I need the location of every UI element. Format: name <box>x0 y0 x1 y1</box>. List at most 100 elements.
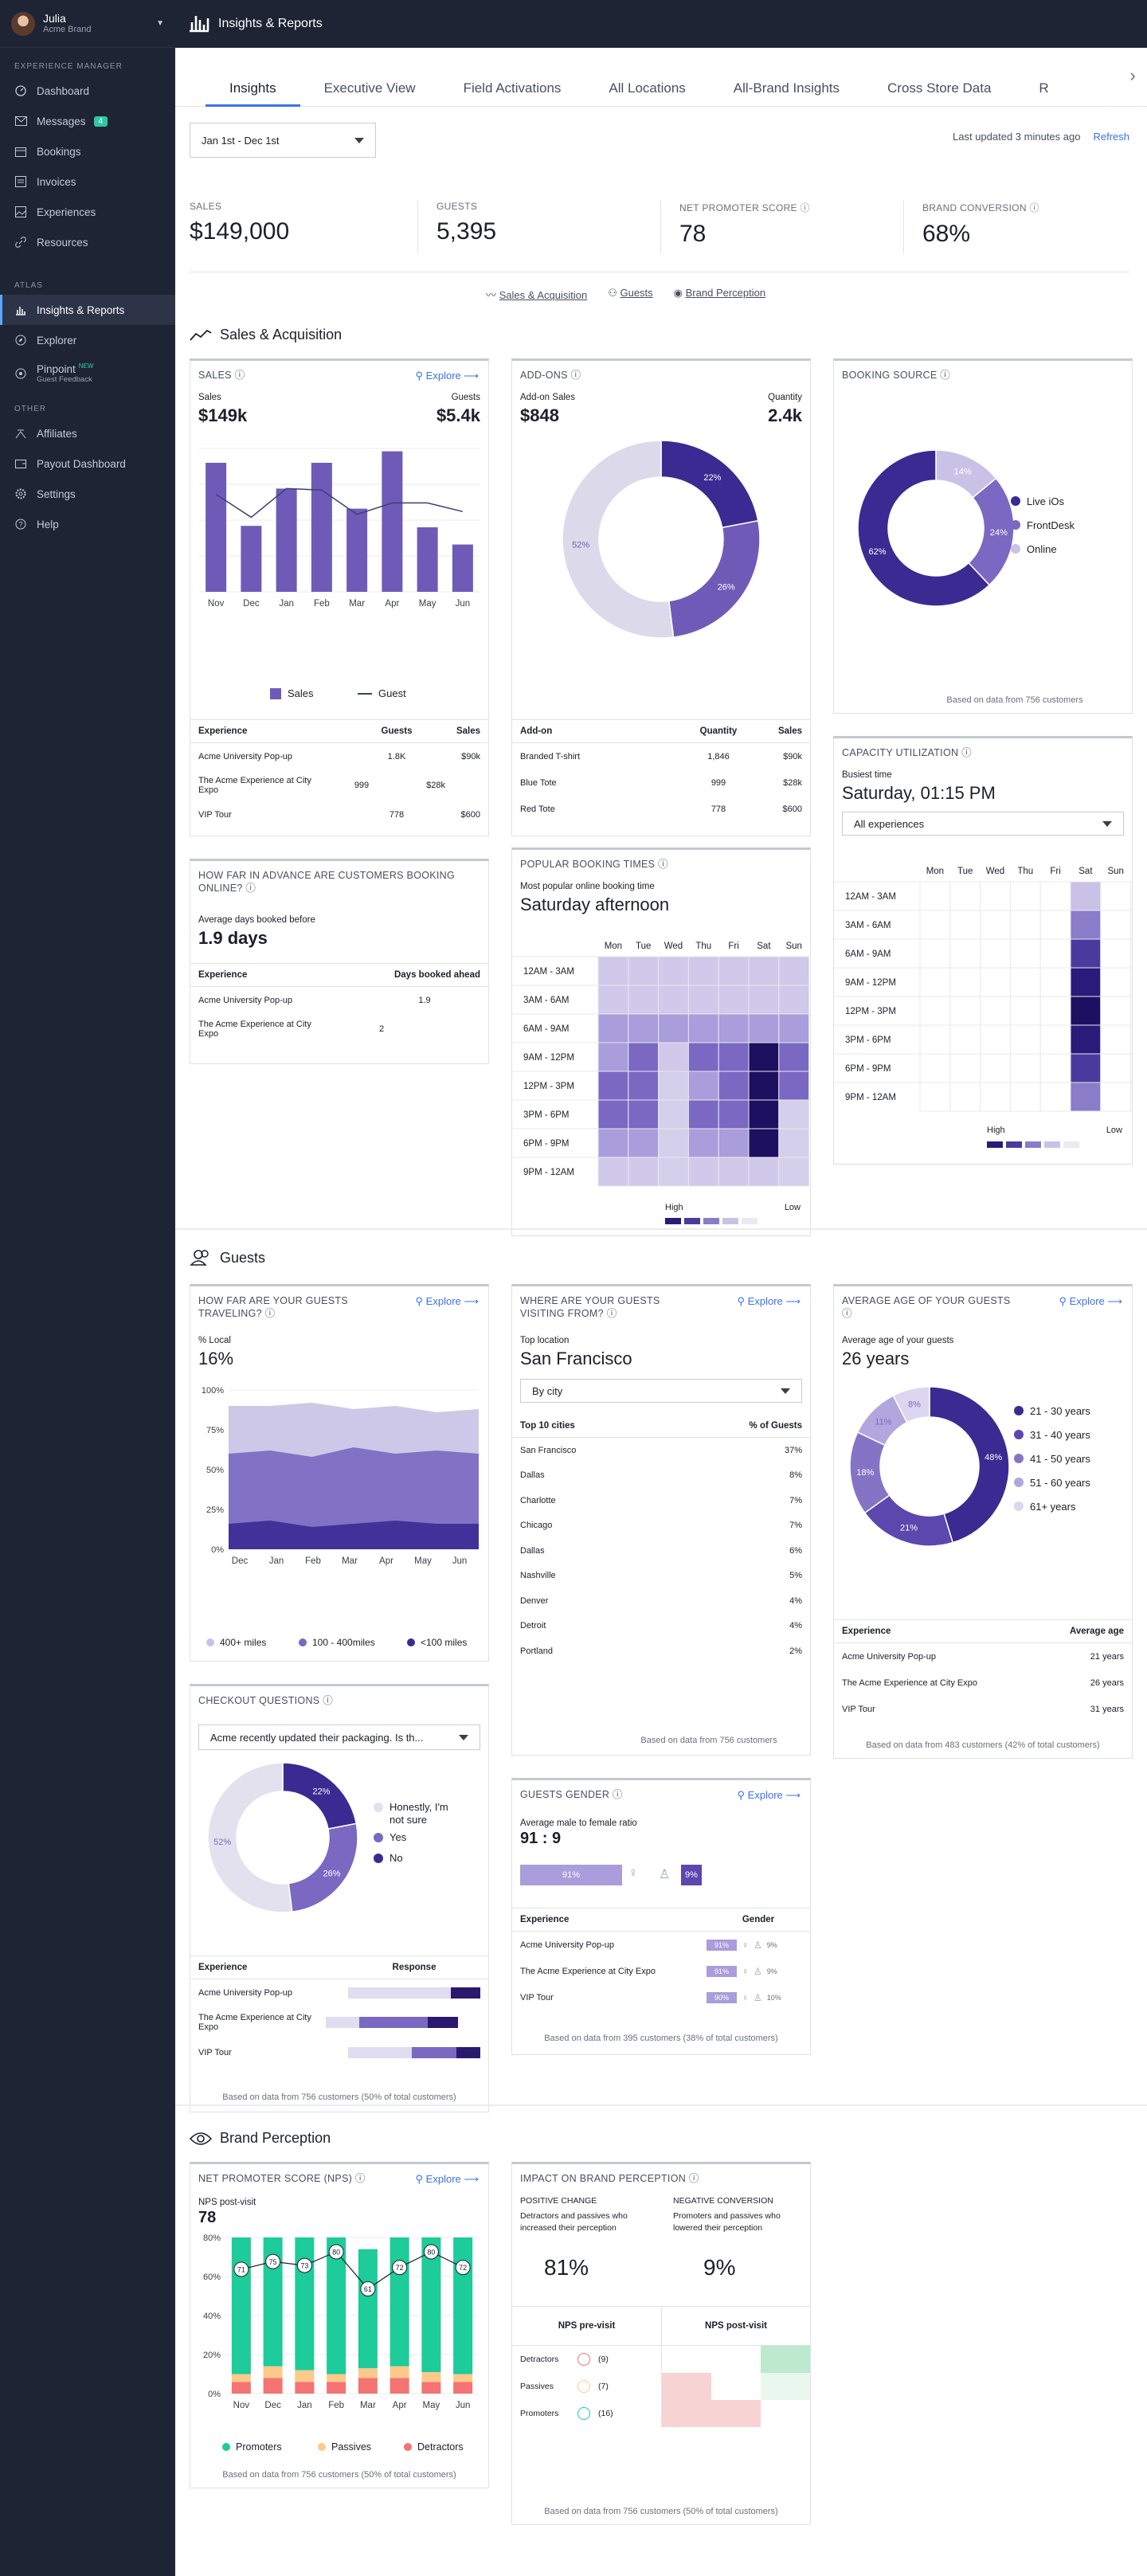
table-row[interactable]: VIP Tour 778 $600 <box>190 801 488 828</box>
sidebar-item-payout[interactable]: Payout Dashboard <box>0 448 175 479</box>
impact-row[interactable]: Passives (7) <box>512 2373 810 2400</box>
explore-link[interactable]: ⚲ Explore ⟶ <box>415 2173 479 2185</box>
legend-swatch <box>404 2443 412 2451</box>
info-icon[interactable]: ⓘ <box>245 883 256 894</box>
experience-select[interactable]: All experiences <box>842 812 1124 836</box>
info-icon[interactable]: ⓘ <box>940 370 951 381</box>
explore-link[interactable]: ⚲ Explore ⟶ <box>737 1789 801 1801</box>
tab-all-locations[interactable]: All Locations <box>609 80 686 96</box>
table-row[interactable]: Charlotte 7% <box>512 1488 810 1513</box>
info-icon[interactable]: ⓘ <box>264 1308 276 1319</box>
table-row[interactable]: The Acme Experience at City Expo 26 years <box>834 1670 1132 1696</box>
explore-link[interactable]: ⚲ Explore ⟶ <box>415 1295 479 1307</box>
heat-cell <box>658 1157 689 1187</box>
quicknav-sales[interactable]: 〰 Sales & Acquisition <box>486 287 587 302</box>
tab-more[interactable]: R <box>1039 80 1049 96</box>
explore-link[interactable]: ⚲ Explore ⟶ <box>1059 1295 1122 1307</box>
sidebar-item-settings[interactable]: Settings <box>0 479 175 509</box>
table-row[interactable]: Acme University Pop-up 1.8K $90k <box>190 743 488 769</box>
nps-point-label: 80 <box>427 2249 435 2257</box>
info-icon[interactable]: ⓘ <box>613 1789 623 1800</box>
date-range-select[interactable]: Jan 1st - Dec 1st <box>190 123 376 158</box>
table-row[interactable]: Red Tote 778 $600 <box>512 796 810 822</box>
table-header: Experience <box>198 726 248 736</box>
tab-insights[interactable]: Insights <box>206 80 300 107</box>
table-row[interactable]: Dallas 6% <box>512 1538 810 1564</box>
table-row[interactable]: The Acme Experience at City Expo <box>190 2006 488 2039</box>
table-row[interactable]: The Acme Experience at City Expo 999 $28k <box>190 769 488 801</box>
table-row[interactable]: Detroit 4% <box>512 1614 810 1639</box>
chevron-down-icon[interactable]: ▼ <box>156 19 164 28</box>
impact-row[interactable]: Promoters (16) <box>512 2400 810 2427</box>
sidebar-item-bookings[interactable]: Bookings <box>0 136 175 166</box>
donut-slice <box>660 440 759 529</box>
table-row[interactable]: VIP Tour 90% ♀ ♙ 10% <box>512 1984 810 2010</box>
table-row[interactable]: Denver 4% <box>512 1588 810 1614</box>
tab-field-activations[interactable]: Field Activations <box>463 80 562 96</box>
info-icon[interactable]: ⓘ <box>606 1308 617 1319</box>
info-icon[interactable]: ⓘ <box>842 1308 852 1319</box>
info-icon[interactable]: ⓘ <box>658 859 668 870</box>
table-row[interactable]: San Francisco 37% <box>512 1438 810 1463</box>
nps-point-label: 71 <box>237 2266 245 2274</box>
sidebar-item-messages[interactable]: Messages 4 <box>0 106 175 136</box>
tab-cross-store-data[interactable]: Cross Store Data <box>887 80 992 96</box>
addons-donut-chart: 22% 26% 52% <box>562 440 761 639</box>
legend-swatch <box>1014 1406 1024 1415</box>
card-title: AVERAGE AGE OF YOUR GUESTS <box>842 1295 1011 1306</box>
tab-all-brand-insights[interactable]: All-Brand Insights <box>733 80 840 96</box>
passive-bar <box>327 2374 346 2382</box>
sidebar-item-pinpoint[interactable]: Pinpoint NEW Guest Feedback <box>0 355 175 392</box>
visiting-filter-select[interactable]: By city <box>520 1379 802 1403</box>
table-row[interactable]: Blue Tote 999 $28k <box>512 769 810 796</box>
table-row[interactable]: VIP Tour <box>190 2039 488 2065</box>
table-row[interactable]: The Acme Experience at City Expo 91% ♀ ♙ 9% <box>512 1958 810 1984</box>
info-icon[interactable]: ⓘ <box>234 370 245 381</box>
card-addons: ADD-ONS ⓘ Add-on Sales Quantity $848 2.4… <box>511 358 811 836</box>
table-row[interactable]: Nashville 5% <box>512 1564 810 1589</box>
table-row[interactable]: Acme University Pop-up 21 years <box>834 1643 1132 1670</box>
sidebar-item-help[interactable]: ? Help <box>0 509 175 539</box>
sidebar-item-explorer[interactable]: Explorer <box>0 325 175 355</box>
heat-cell <box>778 1099 810 1129</box>
sidebar-item-affiliates[interactable]: Affiliates <box>0 418 175 448</box>
explore-link[interactable]: ⚲ Explore ⟶ <box>415 370 479 382</box>
heat-cell <box>718 1099 750 1129</box>
table-row[interactable]: Chicago 7% <box>512 1513 810 1539</box>
info-icon[interactable]: ⓘ <box>354 2173 366 2184</box>
info-icon[interactable]: ⓘ <box>688 2173 699 2184</box>
tab-executive-view[interactable]: Executive View <box>323 80 416 96</box>
table-row[interactable]: Acme University Pop-up 1.9 <box>190 987 488 1013</box>
info-icon[interactable]: ⓘ <box>961 747 972 758</box>
table-cell: Blue Tote <box>520 777 557 788</box>
info-icon[interactable]: ⓘ <box>800 202 810 213</box>
table-row[interactable]: Portland 2% <box>512 1638 810 1664</box>
sidebar-item-insights[interactable]: Insights & Reports <box>0 295 175 325</box>
table-cell: Dallas <box>520 1545 545 1556</box>
table-row[interactable]: Acme University Pop-up 91% ♀ ♙ 9% <box>512 1932 810 1958</box>
time-label: 3PM - 6PM <box>845 1035 891 1045</box>
table-row[interactable]: VIP Tour 31 years <box>834 1696 1132 1722</box>
question-select[interactable]: Acme recently updated their packaging. I… <box>198 1725 480 1750</box>
sidebar-item-resources[interactable]: Resources <box>0 227 175 257</box>
explore-link[interactable]: ⚲ Explore ⟶ <box>737 1295 801 1307</box>
kpi-value: 68% <box>922 221 971 247</box>
svg-text:?: ? <box>19 521 23 529</box>
refresh-link[interactable]: Refresh <box>1093 131 1129 143</box>
user-menu[interactable]: Julia Acme Brand ▼ <box>0 0 175 48</box>
chevron-right-icon[interactable]: › <box>1118 65 1147 100</box>
table-row[interactable]: Acme University Pop-up <box>190 1979 488 2006</box>
table-row[interactable]: Branded T-shirt 1,846 $90k <box>512 743 810 769</box>
table-row[interactable]: The Acme Experience at City Expo 2 <box>190 1013 488 1045</box>
time-label: 9PM - 12AM <box>523 1168 574 1177</box>
info-icon[interactable]: ⓘ <box>323 1695 334 1706</box>
table-row[interactable]: Dallas 8% <box>512 1463 810 1489</box>
info-icon[interactable]: ⓘ <box>1029 202 1039 213</box>
sidebar-item-invoices[interactable]: Invoices <box>0 166 175 197</box>
quicknav-guests[interactable]: ⚇ Guests <box>608 287 652 302</box>
quicknav-brand[interactable]: ◉ Brand Perception <box>674 287 765 302</box>
sidebar-item-dashboard[interactable]: Dashboard <box>0 76 175 106</box>
impact-row[interactable]: Detractors (9) <box>512 2346 810 2373</box>
info-icon[interactable]: ⓘ <box>570 370 581 381</box>
sidebar-item-experiences[interactable]: Experiences <box>0 197 175 227</box>
